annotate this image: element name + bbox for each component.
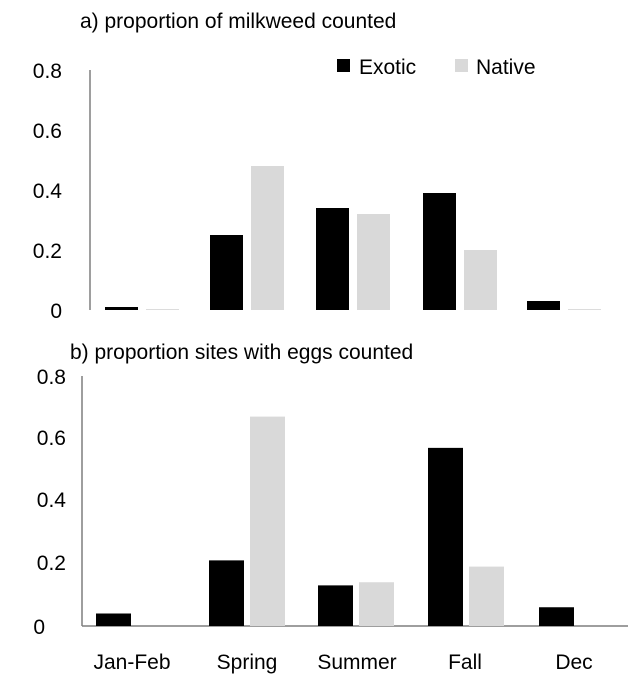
panel-b-ytick-4: 0.8 — [37, 366, 66, 389]
panel-b-bar-exotic-spring — [209, 560, 244, 626]
panel-a-ytick-1: 0.2 — [33, 240, 62, 263]
panel-a-bars — [105, 166, 601, 310]
panel-b-bar-exotic-fall — [428, 447, 463, 626]
panel-b-title: b) proportion sites with eggs counted — [70, 341, 413, 364]
panel-b-bar-native-fall — [469, 566, 504, 626]
legend: Exotic Native — [337, 56, 536, 79]
xtick-spring: Spring — [217, 651, 278, 674]
panel-b-bars — [96, 416, 574, 626]
xtick-summer: Summer — [317, 651, 396, 674]
panel-b-bar-exotic-summer — [318, 585, 353, 626]
legend-native-label: Native — [476, 56, 536, 79]
panel-b-bar-native-summer — [359, 582, 394, 626]
panel-b-ytick-2: 0.4 — [37, 489, 67, 512]
panel-b-bar-exotic-dec — [539, 607, 574, 626]
panel-a-title: a) proportion of milkweed counted — [80, 10, 396, 33]
panel-b-yaxis: 0 0.2 0.4 0.6 0.8 — [33, 366, 83, 639]
panel-a-bar-native-fall — [464, 250, 497, 310]
xtick-jan-feb: Jan-Feb — [93, 651, 170, 674]
xtick-fall: Fall — [448, 651, 482, 674]
legend-exotic-label: Exotic — [359, 56, 416, 79]
panel-b-bar-exotic-jan-feb — [96, 613, 131, 626]
legend-native-swatch — [455, 59, 468, 72]
panel-a-ytick-0: 0 — [50, 300, 62, 323]
panel-a-bar-native-jan-feb — [146, 309, 179, 310]
xtick-dec: Dec — [555, 651, 592, 674]
panel-a: a) proportion of milkweed counted 0 0.2 … — [33, 10, 601, 323]
panel-a-bar-exotic-spring — [210, 235, 243, 310]
panel-a-bar-native-summer — [357, 214, 390, 310]
panel-a-ytick-2: 0.4 — [33, 180, 63, 203]
panel-a-bar-exotic-dec — [527, 301, 560, 310]
panel-a-yaxis: 0 0.2 0.4 0.6 0.8 — [33, 60, 91, 323]
panel-b-ytick-0: 0 — [33, 616, 45, 639]
x-category-labels: Jan-Feb Spring Summer Fall Dec — [93, 651, 592, 674]
panel-a-ytick-4: 0.8 — [33, 60, 62, 83]
panel-b-ytick-1: 0.2 — [37, 552, 66, 575]
panel-a-ytick-3: 0.6 — [33, 120, 62, 143]
panel-a-bar-native-spring — [251, 166, 284, 310]
panel-a-bar-exotic-summer — [316, 208, 349, 310]
panel-b-ytick-3: 0.6 — [37, 427, 66, 450]
panel-a-bar-exotic-jan-feb — [105, 307, 138, 310]
legend-exotic-swatch — [337, 59, 350, 72]
panel-a-bar-native-dec — [568, 309, 601, 310]
panel-b: b) proportion sites with eggs counted 0 … — [33, 341, 628, 674]
panel-b-bar-native-spring — [250, 416, 285, 626]
panel-a-bar-exotic-fall — [423, 193, 456, 310]
